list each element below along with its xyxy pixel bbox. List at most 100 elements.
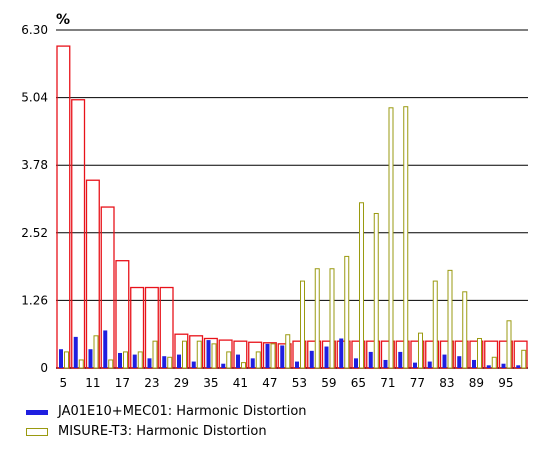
bar-ja01e10-h61 — [339, 338, 344, 368]
bar-misure-t3-h47 — [270, 343, 276, 369]
limit-bar-7 — [71, 99, 86, 369]
bar-ja01e10-h95 — [501, 363, 506, 368]
bar-misure-t3-h19 — [137, 351, 143, 369]
limit-bar-41 — [233, 340, 248, 369]
bar-ja01e10-h29 — [177, 354, 181, 368]
limit-bar-59 — [321, 340, 336, 369]
bar-misure-t3-h71 — [388, 107, 394, 369]
bar-misure-t3-h17 — [123, 351, 128, 369]
x-tick-label-83: 83 — [439, 376, 454, 390]
legend-item-series1[interactable]: JA01E10+MEC01: Harmonic Distortion — [26, 402, 307, 422]
limit-bar-73 — [395, 340, 410, 369]
x-tick-label-77: 77 — [410, 376, 425, 390]
y-tick-label-0: 0 — [40, 361, 48, 375]
bar-misure-t3-h35 — [211, 343, 217, 369]
bar-misure-t3-h77 — [418, 332, 423, 369]
limit-bar-23 — [144, 286, 159, 369]
limit-bar-55 — [307, 340, 322, 369]
bar-ja01e10-h71 — [383, 359, 388, 368]
legend-swatch-olive — [26, 428, 48, 436]
limit-bar-95 — [498, 340, 513, 369]
bar-ja01e10-h35 — [206, 340, 211, 368]
bar-ja01e10-h23 — [147, 358, 152, 368]
bar-misure-t3-h23 — [152, 340, 158, 369]
y-axis-ticks: 0 1.26 2.52 3.78 5.04 6.30 — [21, 23, 48, 375]
limit-bar-67 — [366, 340, 381, 369]
limit-bar-43 — [248, 341, 263, 369]
x-tick-label-11: 11 — [85, 376, 100, 390]
y-tick-label-2: 2.52 — [21, 226, 48, 240]
x-tick-label-65: 65 — [351, 376, 366, 390]
bar-ja01e10-h65 — [354, 358, 358, 368]
bar-misure-t3-h29 — [182, 340, 187, 369]
bar-misure-t3-h49 — [285, 334, 291, 369]
bar-misure-t3-h41 — [241, 362, 246, 369]
bar-misure-t3-h85 — [462, 291, 468, 369]
bar-misure-t3-h79 — [432, 280, 438, 369]
y-tick-label-4: 5.04 — [21, 91, 48, 105]
legend-swatch-blue — [26, 409, 48, 415]
bar-ja01e10-h67 — [368, 351, 373, 368]
limit-bar-85 — [454, 340, 469, 369]
limit-bars — [56, 45, 528, 369]
bar-ja01e10-h41 — [236, 354, 240, 368]
bar-ja01e10-h47 — [265, 343, 270, 368]
legend-item-series2[interactable]: MISURE-T3: Harmonic Distortion — [26, 422, 307, 442]
bar-misure-t3-h67 — [373, 212, 379, 369]
bar-misure-t3-h13 — [108, 359, 114, 369]
series-ja01e10-bars — [59, 330, 521, 368]
x-tick-label-23: 23 — [144, 376, 159, 390]
limit-bar-53 — [292, 340, 307, 369]
bar-ja01e10-h53 — [295, 361, 299, 368]
bar-misure-t3-h83 — [447, 269, 453, 369]
x-tick-label-53: 53 — [292, 376, 307, 390]
x-tick-label-35: 35 — [203, 376, 218, 390]
bar-ja01e10-h17 — [118, 352, 122, 368]
x-tick-label-47: 47 — [262, 376, 277, 390]
x-tick-label-95: 95 — [498, 376, 513, 390]
bar-misure-t3-h59 — [329, 268, 335, 369]
bar-ja01e10-h59 — [324, 346, 329, 368]
bar-ja01e10-h89 — [472, 359, 476, 368]
grid-lines — [56, 29, 528, 369]
bar-ja01e10-h7 — [73, 336, 78, 368]
legend-label-series1: JA01E10+MEC01: Harmonic Distortion — [58, 404, 307, 419]
limit-bar-17 — [115, 260, 130, 369]
limit-bar-65 — [351, 340, 366, 369]
limit-bar-97 — [513, 340, 528, 369]
harmonic-distortion-chart: 01.262.523.785.046.30 % 5 11 17 23 29 35 41 47 5… — [21, 12, 528, 390]
y-axis-unit-label: % — [56, 12, 70, 28]
bar-ja01e10-h83 — [442, 354, 447, 368]
y-tick-label-5: 6.30 — [21, 23, 48, 37]
limit-bar-77 — [410, 340, 425, 369]
limit-bar-91 — [484, 340, 499, 369]
bar-ja01e10-h25 — [162, 356, 167, 368]
series-misure-t3-bars — [64, 106, 527, 369]
bar-misure-t3-h11 — [93, 335, 99, 369]
bar-ja01e10-h55 — [309, 350, 314, 368]
bar-misure-t3-h43 — [255, 351, 261, 369]
x-tick-label-41: 41 — [233, 376, 248, 390]
x-tick-label-17: 17 — [115, 376, 130, 390]
bar-misure-t3-h61 — [344, 255, 350, 369]
x-tick-label-71: 71 — [380, 376, 395, 390]
bar-misure-t3-h31 — [196, 340, 202, 369]
bar-misure-t3-h55 — [314, 268, 320, 369]
bar-ja01e10-h97 — [516, 365, 521, 368]
bar-misure-t3-h73 — [403, 106, 409, 369]
x-axis-ticks: 5 11 17 23 29 35 41 47 53 59 65 71 77 83 89 95 — [60, 376, 514, 390]
bar-ja01e10-h77 — [413, 362, 417, 368]
bar-ja01e10-h43 — [250, 358, 255, 368]
bar-ja01e10-h73 — [398, 351, 403, 368]
bar-ja01e10-h31 — [191, 361, 196, 368]
bar-misure-t3-h7 — [78, 359, 84, 369]
bar-misure-t3-h97 — [521, 349, 527, 369]
limit-bar-83 — [439, 340, 454, 369]
bar-misure-t3-h5 — [64, 351, 69, 369]
limit-bar-89 — [469, 340, 484, 369]
bar-misure-t3-h95 — [506, 320, 512, 369]
limit-bar-61 — [336, 340, 351, 369]
limit-bar-31 — [189, 335, 204, 369]
x-tick-label-59: 59 — [321, 376, 336, 390]
bar-misure-t3-h65 — [359, 202, 364, 369]
